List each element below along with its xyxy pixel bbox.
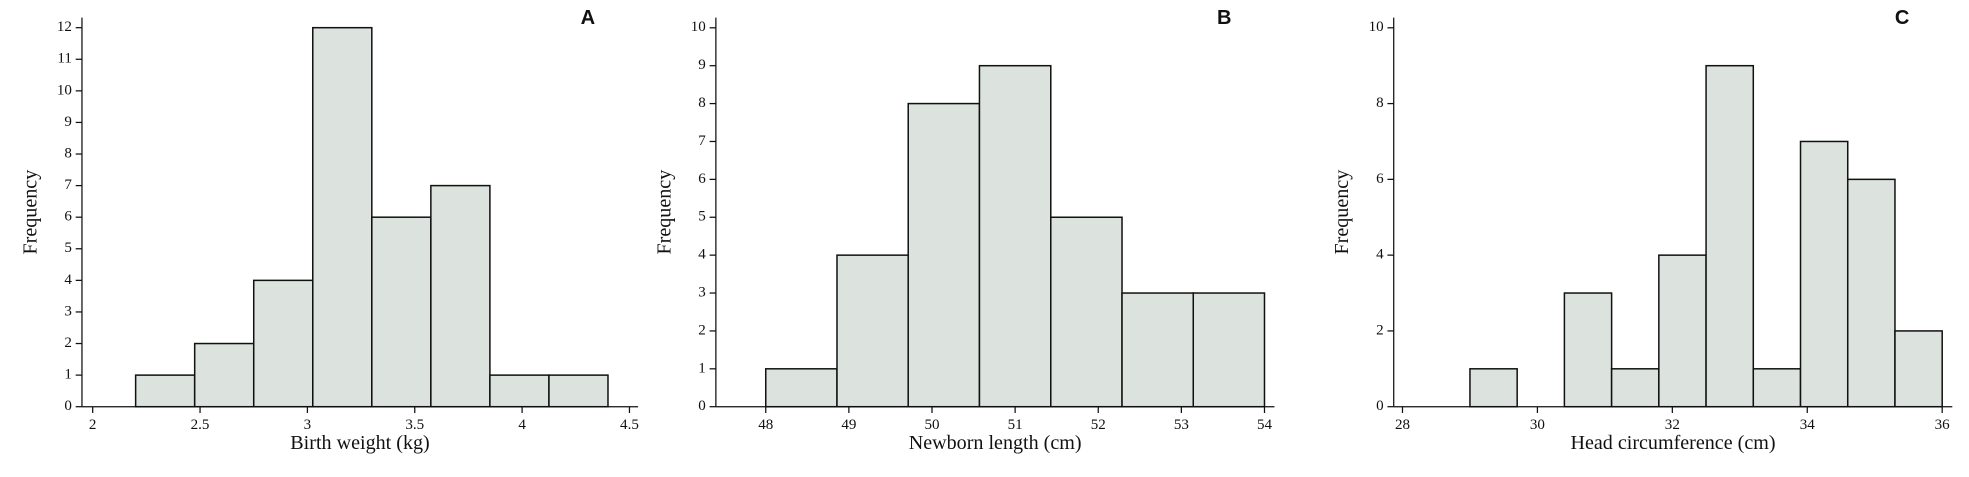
- bar: [430, 184, 491, 408]
- x-tick-label: 32: [1665, 417, 1680, 433]
- x-axis-label: Head circumference (cm): [1570, 432, 1775, 454]
- x-tick-label: 4.5: [620, 417, 639, 433]
- x-tick-label: 3: [304, 417, 312, 433]
- y-tick-label: 9: [698, 57, 706, 73]
- bar: [548, 374, 609, 408]
- y-tick-label: 0: [1376, 398, 1384, 414]
- y-axis-label: Frequency: [653, 170, 675, 255]
- x-tick-label: 28: [1395, 417, 1410, 433]
- bar: [1563, 292, 1613, 408]
- bar: [907, 102, 981, 408]
- panel-label: B: [1217, 7, 1232, 29]
- y-tick-label: 10: [1369, 19, 1384, 35]
- y-tick-label: 6: [1376, 171, 1384, 187]
- y-tick-label: 7: [64, 177, 72, 193]
- y-tick-label: 9: [64, 114, 72, 130]
- x-tick-label: 3.5: [405, 417, 424, 433]
- y-tick-label: 2: [698, 322, 706, 338]
- y-tick-label: 10: [57, 82, 72, 98]
- bar: [1658, 254, 1707, 408]
- bar: [1705, 64, 1755, 408]
- y-tick-label: 4: [64, 272, 72, 288]
- y-tick-label: 12: [57, 19, 72, 35]
- bar: [371, 216, 432, 408]
- y-tick-label: 8: [698, 95, 706, 111]
- x-tick-label: 51: [1008, 417, 1023, 433]
- x-tick-label: 53: [1174, 417, 1189, 433]
- bar: [1846, 178, 1896, 408]
- y-tick-label: 7: [698, 133, 706, 149]
- y-tick-label: 2: [64, 335, 72, 351]
- panel-label: C: [1895, 7, 1910, 29]
- x-axis-label: Newborn length (cm): [909, 432, 1082, 454]
- x-tick-label: 48: [758, 417, 773, 433]
- bar: [1799, 140, 1849, 408]
- y-tick-label: 4: [1376, 247, 1384, 263]
- y-tick-label: 3: [64, 303, 72, 319]
- bar: [978, 64, 1052, 408]
- bar: [1610, 368, 1660, 408]
- y-tick-label: 5: [64, 240, 72, 256]
- y-tick-label: 0: [64, 398, 72, 414]
- y-tick-label: 6: [698, 171, 706, 187]
- panel-label: A: [581, 7, 595, 29]
- x-tick-label: 54: [1257, 417, 1273, 433]
- y-tick-label: 4: [698, 247, 706, 263]
- x-tick-label: 30: [1530, 417, 1545, 433]
- bar: [312, 26, 373, 408]
- y-tick-label: 10: [691, 19, 706, 35]
- y-tick-label: 1: [64, 367, 72, 383]
- bar: [193, 342, 255, 408]
- x-axis-label: Birth weight (kg): [290, 432, 429, 454]
- bar: [134, 374, 196, 408]
- bar: [1050, 216, 1123, 408]
- bar: [1192, 292, 1266, 408]
- x-tick-label: 36: [1935, 417, 1951, 433]
- y-tick-label: 11: [57, 51, 72, 67]
- bar: [1121, 292, 1195, 408]
- x-tick-label: 2: [89, 417, 97, 433]
- x-tick-label: 49: [841, 417, 856, 433]
- y-tick-label: 3: [698, 284, 706, 300]
- x-tick-label: 4: [518, 417, 526, 433]
- x-tick-label: 50: [924, 417, 939, 433]
- x-tick-label: 52: [1091, 417, 1106, 433]
- y-tick-label: 0: [698, 398, 706, 414]
- bar: [836, 254, 909, 408]
- bar: [764, 368, 838, 408]
- y-tick-label: 5: [698, 209, 706, 225]
- bar: [1469, 368, 1518, 408]
- bar: [489, 374, 550, 408]
- y-tick-label: 1: [698, 360, 706, 376]
- y-axis-label: Frequency: [19, 170, 41, 255]
- bar: [1894, 330, 1943, 408]
- bar: [252, 279, 314, 408]
- y-tick-label: 6: [64, 209, 72, 225]
- y-axis-label: Frequency: [1331, 170, 1353, 255]
- y-tick-label: 2: [1376, 322, 1384, 338]
- x-tick-label: 34: [1800, 417, 1816, 433]
- x-tick-label: 2.5: [191, 417, 210, 433]
- y-tick-label: 8: [1376, 95, 1384, 111]
- bar: [1752, 368, 1802, 408]
- y-tick-label: 8: [64, 145, 72, 161]
